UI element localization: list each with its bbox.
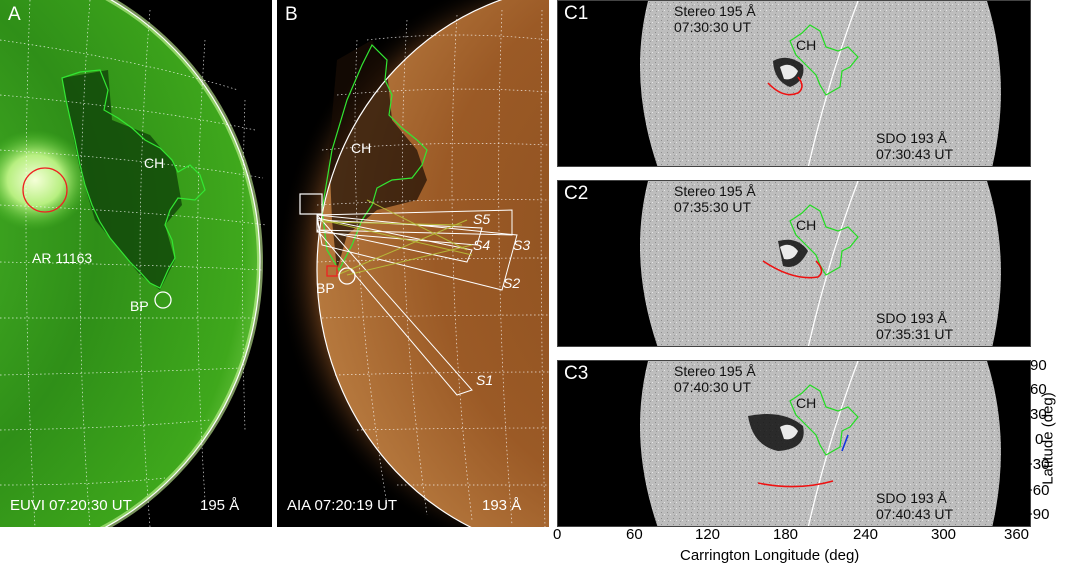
- panel-a-instrument-time: EUVI 07:20:30 UT: [10, 497, 132, 514]
- ar-label-a: AR 11163: [32, 250, 93, 266]
- x-tick-180: 180: [773, 526, 799, 543]
- sdo-time: 07:40:43 UT: [876, 506, 954, 522]
- x-tick-0: 0: [553, 526, 562, 543]
- wave-front-red: [767, 76, 803, 96]
- x-tick-300: 300: [931, 526, 957, 543]
- stereo-title: Stereo 195 Å: [674, 3, 756, 19]
- sdo-title: SDO 193 Å: [876, 490, 947, 506]
- far-side-dark-left: [558, 361, 658, 526]
- stereo-time: 07:40:30 UT: [674, 379, 752, 395]
- panel-c3-synoptic-map: C3 Stereo 195 Å 07:40:30 UT CH SDO 193 Å…: [557, 360, 1031, 527]
- ar-box-b: [326, 265, 338, 277]
- slice-boxes: [316, 209, 518, 396]
- sun-disk-a: [0, 0, 260, 527]
- coronal-hole-dark-b: [329, 40, 427, 270]
- far-side-dark-left: [558, 181, 658, 346]
- wave-front-red: [762, 260, 823, 279]
- observer-boundary: [807, 1, 859, 166]
- panel-c1-svg: [558, 1, 1030, 166]
- stereo-title: Stereo 195 Å: [674, 363, 756, 379]
- x-tick-240: 240: [853, 526, 879, 543]
- panel-b-aia-image: B CH BP S1 S2 S3 S4 S5 AIA 07:20:19 UT 1…: [277, 0, 549, 527]
- panel-c1-synoptic-map: C1 Stereo 195 Å 07:30:30 UT CH SDO 193 Å…: [557, 0, 1031, 167]
- x-tick-60: 60: [626, 526, 643, 543]
- bp-label-a: BP: [130, 298, 149, 314]
- limb-line-a: [104, 0, 261, 527]
- panel-a-euvi-image: A CH AR 11163 BP EUVI 07:20:30 UT 195 Å: [0, 0, 272, 527]
- panel-b-svg: [277, 0, 549, 527]
- sdo-time: 07:30:43 UT: [876, 146, 954, 162]
- slice-label-s4: S4: [473, 237, 491, 253]
- bp-circle-a: [154, 291, 172, 309]
- slice-label-s3: S3: [513, 237, 531, 253]
- slice-label-s1: S1: [476, 372, 494, 388]
- active-region-dark: [748, 413, 804, 451]
- ar-bright-core: [780, 244, 798, 260]
- slice-label-s2: S2: [503, 275, 521, 291]
- stereo-time: 07:35:30 UT: [674, 199, 752, 215]
- sdo-time: 07:35:31 UT: [876, 326, 954, 342]
- panel-c1-label: C1: [564, 3, 589, 24]
- x-tick-120: 120: [695, 526, 721, 543]
- far-side-dark-right: [987, 181, 1030, 346]
- ar-bright-core: [780, 64, 798, 80]
- panel-c2-label: C2: [564, 183, 589, 204]
- bp-circle-b: [338, 267, 356, 285]
- limb-line-b: [316, 0, 503, 527]
- y-tick-60: 60: [1030, 381, 1047, 398]
- y-axis-title: Latitude (deg): [1039, 392, 1057, 485]
- far-side-dark-right: [987, 361, 1030, 526]
- panel-b-label: B: [285, 4, 298, 25]
- ar-circle-a: [22, 167, 68, 213]
- ch-label-a: CH: [144, 155, 165, 171]
- slice-label-s5: S5: [473, 211, 491, 227]
- panel-a-label: A: [8, 4, 21, 25]
- sdo-title: SDO 193 Å: [876, 130, 947, 146]
- grid-b: [316, 9, 549, 527]
- panel-c3-label: C3: [564, 363, 589, 384]
- stereo-title: Stereo 195 Å: [674, 183, 756, 199]
- y-tick-0: 0: [1035, 431, 1044, 448]
- slice-centerlines: [321, 199, 473, 276]
- y-tick-30: 30: [1030, 406, 1047, 423]
- sdo-title: SDO 193 Å: [876, 310, 947, 326]
- ch-contour: [789, 204, 859, 276]
- ch-contour: [789, 384, 859, 456]
- ch-contour-a: [61, 69, 206, 289]
- wave-front-blue: [841, 434, 849, 452]
- observer-boundary: [807, 361, 859, 526]
- observer-boundary: [807, 181, 859, 346]
- panel-b-wavelength: 193 Å: [482, 497, 522, 514]
- stereo-time: 07:30:30 UT: [674, 19, 752, 35]
- panel-b-instrument-time: AIA 07:20:19 UT: [287, 497, 398, 514]
- ch-label: CH: [796, 217, 817, 233]
- bp-label-b: BP: [316, 280, 335, 296]
- ar-bright-core: [780, 424, 798, 440]
- panel-a-wavelength: 195 Å: [200, 497, 240, 514]
- x-tick-360: 360: [1004, 526, 1030, 543]
- ch-contour: [789, 24, 859, 96]
- coronal-hole-dark-a: [62, 70, 182, 290]
- far-side-dark-left: [558, 1, 658, 166]
- ch-label: CH: [796, 395, 817, 411]
- ch-label: CH: [796, 37, 817, 53]
- ch-label-b: CH: [351, 140, 372, 156]
- x-axis-title: Carrington Longitude (deg): [680, 547, 860, 564]
- panel-c2-svg: [558, 181, 1030, 346]
- y-tick-90: 90: [1030, 357, 1047, 374]
- ch-contour-b: [321, 43, 428, 272]
- panel-c3-svg: [558, 361, 1030, 526]
- panel-a-svg: [0, 0, 267, 527]
- far-side-dark-right: [987, 1, 1030, 166]
- active-region-glow: [0, 130, 90, 230]
- zoom-box-b: [299, 193, 323, 215]
- wave-front-red: [757, 480, 834, 488]
- panel-c2-synoptic-map: C2 Stereo 195 Å 07:35:30 UT CH SDO 193 Å…: [557, 180, 1031, 347]
